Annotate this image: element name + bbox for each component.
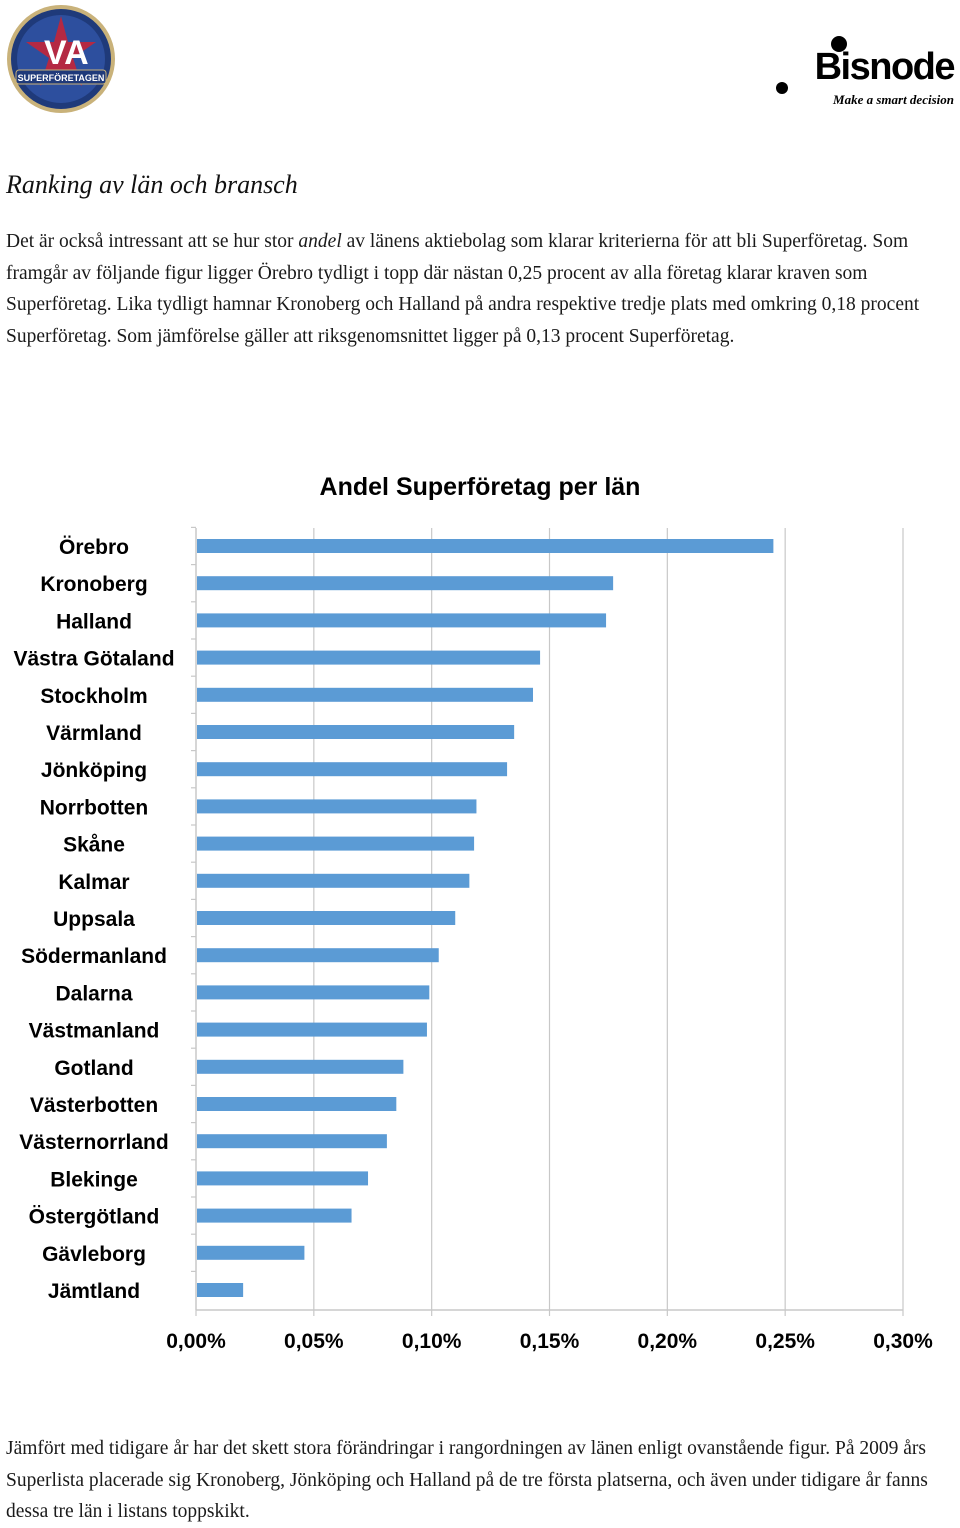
category-label: Stockholm bbox=[40, 685, 147, 708]
bar bbox=[197, 873, 470, 888]
category-label: Uppsala bbox=[53, 908, 135, 931]
category-label: Gotland bbox=[54, 1057, 133, 1080]
chart-grid bbox=[191, 526, 904, 1316]
category-label: Västerbotten bbox=[30, 1094, 158, 1117]
category-label: Södermanland bbox=[21, 945, 167, 968]
bar bbox=[197, 836, 475, 851]
category-label: Västra Götaland bbox=[13, 648, 174, 671]
chart-bars bbox=[197, 539, 774, 1297]
category-label: Västmanland bbox=[29, 1020, 160, 1043]
category-label: Dalarna bbox=[55, 982, 132, 1005]
bar bbox=[197, 1134, 387, 1149]
bar bbox=[197, 762, 508, 777]
page-header: VA SUPERFÖRETAGEN Bisnode Make a smart d… bbox=[0, 0, 960, 120]
bar-chart: Örebro Kronoberg Halland Västra Götaland Sto… bbox=[13, 473, 933, 1353]
bar bbox=[197, 725, 515, 739]
chart-title: Andel Superföretag per län bbox=[320, 473, 641, 501]
bar bbox=[197, 948, 439, 963]
bar bbox=[197, 613, 607, 628]
category-label: Kronoberg bbox=[40, 573, 147, 596]
x-tick-label: 0,25% bbox=[755, 1330, 815, 1353]
bar bbox=[197, 1171, 369, 1186]
bisnode-tagline: Make a smart decision bbox=[833, 92, 954, 107]
category-label: Värmland bbox=[46, 722, 142, 745]
category-label: Kalmar bbox=[58, 871, 129, 894]
bar bbox=[197, 1283, 244, 1297]
x-tick-label: 0,05% bbox=[284, 1330, 344, 1353]
bar bbox=[197, 687, 534, 702]
bisnode-logo: Bisnode Make a smart decision bbox=[776, 34, 956, 110]
category-label: Västernorrland bbox=[19, 1131, 168, 1154]
bar bbox=[197, 1097, 397, 1111]
bar bbox=[197, 1208, 352, 1223]
bar bbox=[197, 650, 541, 665]
category-label: Örebro bbox=[59, 536, 129, 559]
category-label: Norrbotten bbox=[40, 796, 149, 819]
bar bbox=[197, 539, 774, 553]
svg-text:VA: VA bbox=[44, 34, 89, 72]
category-label: Gävleborg bbox=[42, 1243, 146, 1266]
va-logo-text: SUPERFÖRETAGEN bbox=[18, 73, 105, 83]
intro-text-b: av länens aktiebolag som klarar kriterie… bbox=[6, 231, 920, 347]
category-label: Jämtland bbox=[48, 1280, 140, 1303]
x-tick-label: 0,00% bbox=[166, 1330, 226, 1353]
chart-category-labels: Örebro Kronoberg Halland Västra Götaland Sto… bbox=[13, 536, 174, 1303]
bar bbox=[197, 1245, 305, 1260]
x-tick-label: 0,10% bbox=[402, 1330, 462, 1353]
category-label: Blekinge bbox=[50, 1168, 138, 1191]
intro-paragraph: Det är också intressant att se hur stor … bbox=[6, 226, 951, 352]
x-tick-label: 0,20% bbox=[638, 1330, 698, 1353]
category-label: Jönköping bbox=[41, 759, 147, 782]
bar bbox=[197, 576, 614, 591]
category-label: Skåne bbox=[63, 834, 125, 857]
va-superforetagen-logo: VA SUPERFÖRETAGEN bbox=[7, 5, 115, 113]
bisnode-dot-icon bbox=[831, 36, 847, 52]
category-label: Halland bbox=[56, 610, 132, 633]
bisnode-dot-icon bbox=[776, 82, 788, 94]
x-tick-label: 0,15% bbox=[520, 1330, 580, 1353]
x-tick-label: 0,30% bbox=[873, 1330, 933, 1353]
section-heading: Ranking av län och bransch bbox=[6, 170, 298, 199]
outro-paragraph: Jämfört med tidigare år har det skett st… bbox=[6, 1438, 928, 1522]
category-label: Östergötland bbox=[29, 1206, 160, 1229]
bar bbox=[197, 1022, 427, 1037]
bar bbox=[197, 911, 456, 925]
chart-tick-labels: 0,00% 0,05% 0,10% 0,15% 0,20% 0,25% 0,30% bbox=[166, 1330, 933, 1353]
intro-text-a: Det är också intressant att se hur stor bbox=[6, 231, 299, 252]
bisnode-wordmark: Bisnode bbox=[814, 46, 956, 88]
bar bbox=[197, 1059, 404, 1074]
intro-emphasis: andel bbox=[298, 231, 342, 252]
bar bbox=[197, 799, 477, 814]
bar bbox=[197, 985, 430, 1000]
